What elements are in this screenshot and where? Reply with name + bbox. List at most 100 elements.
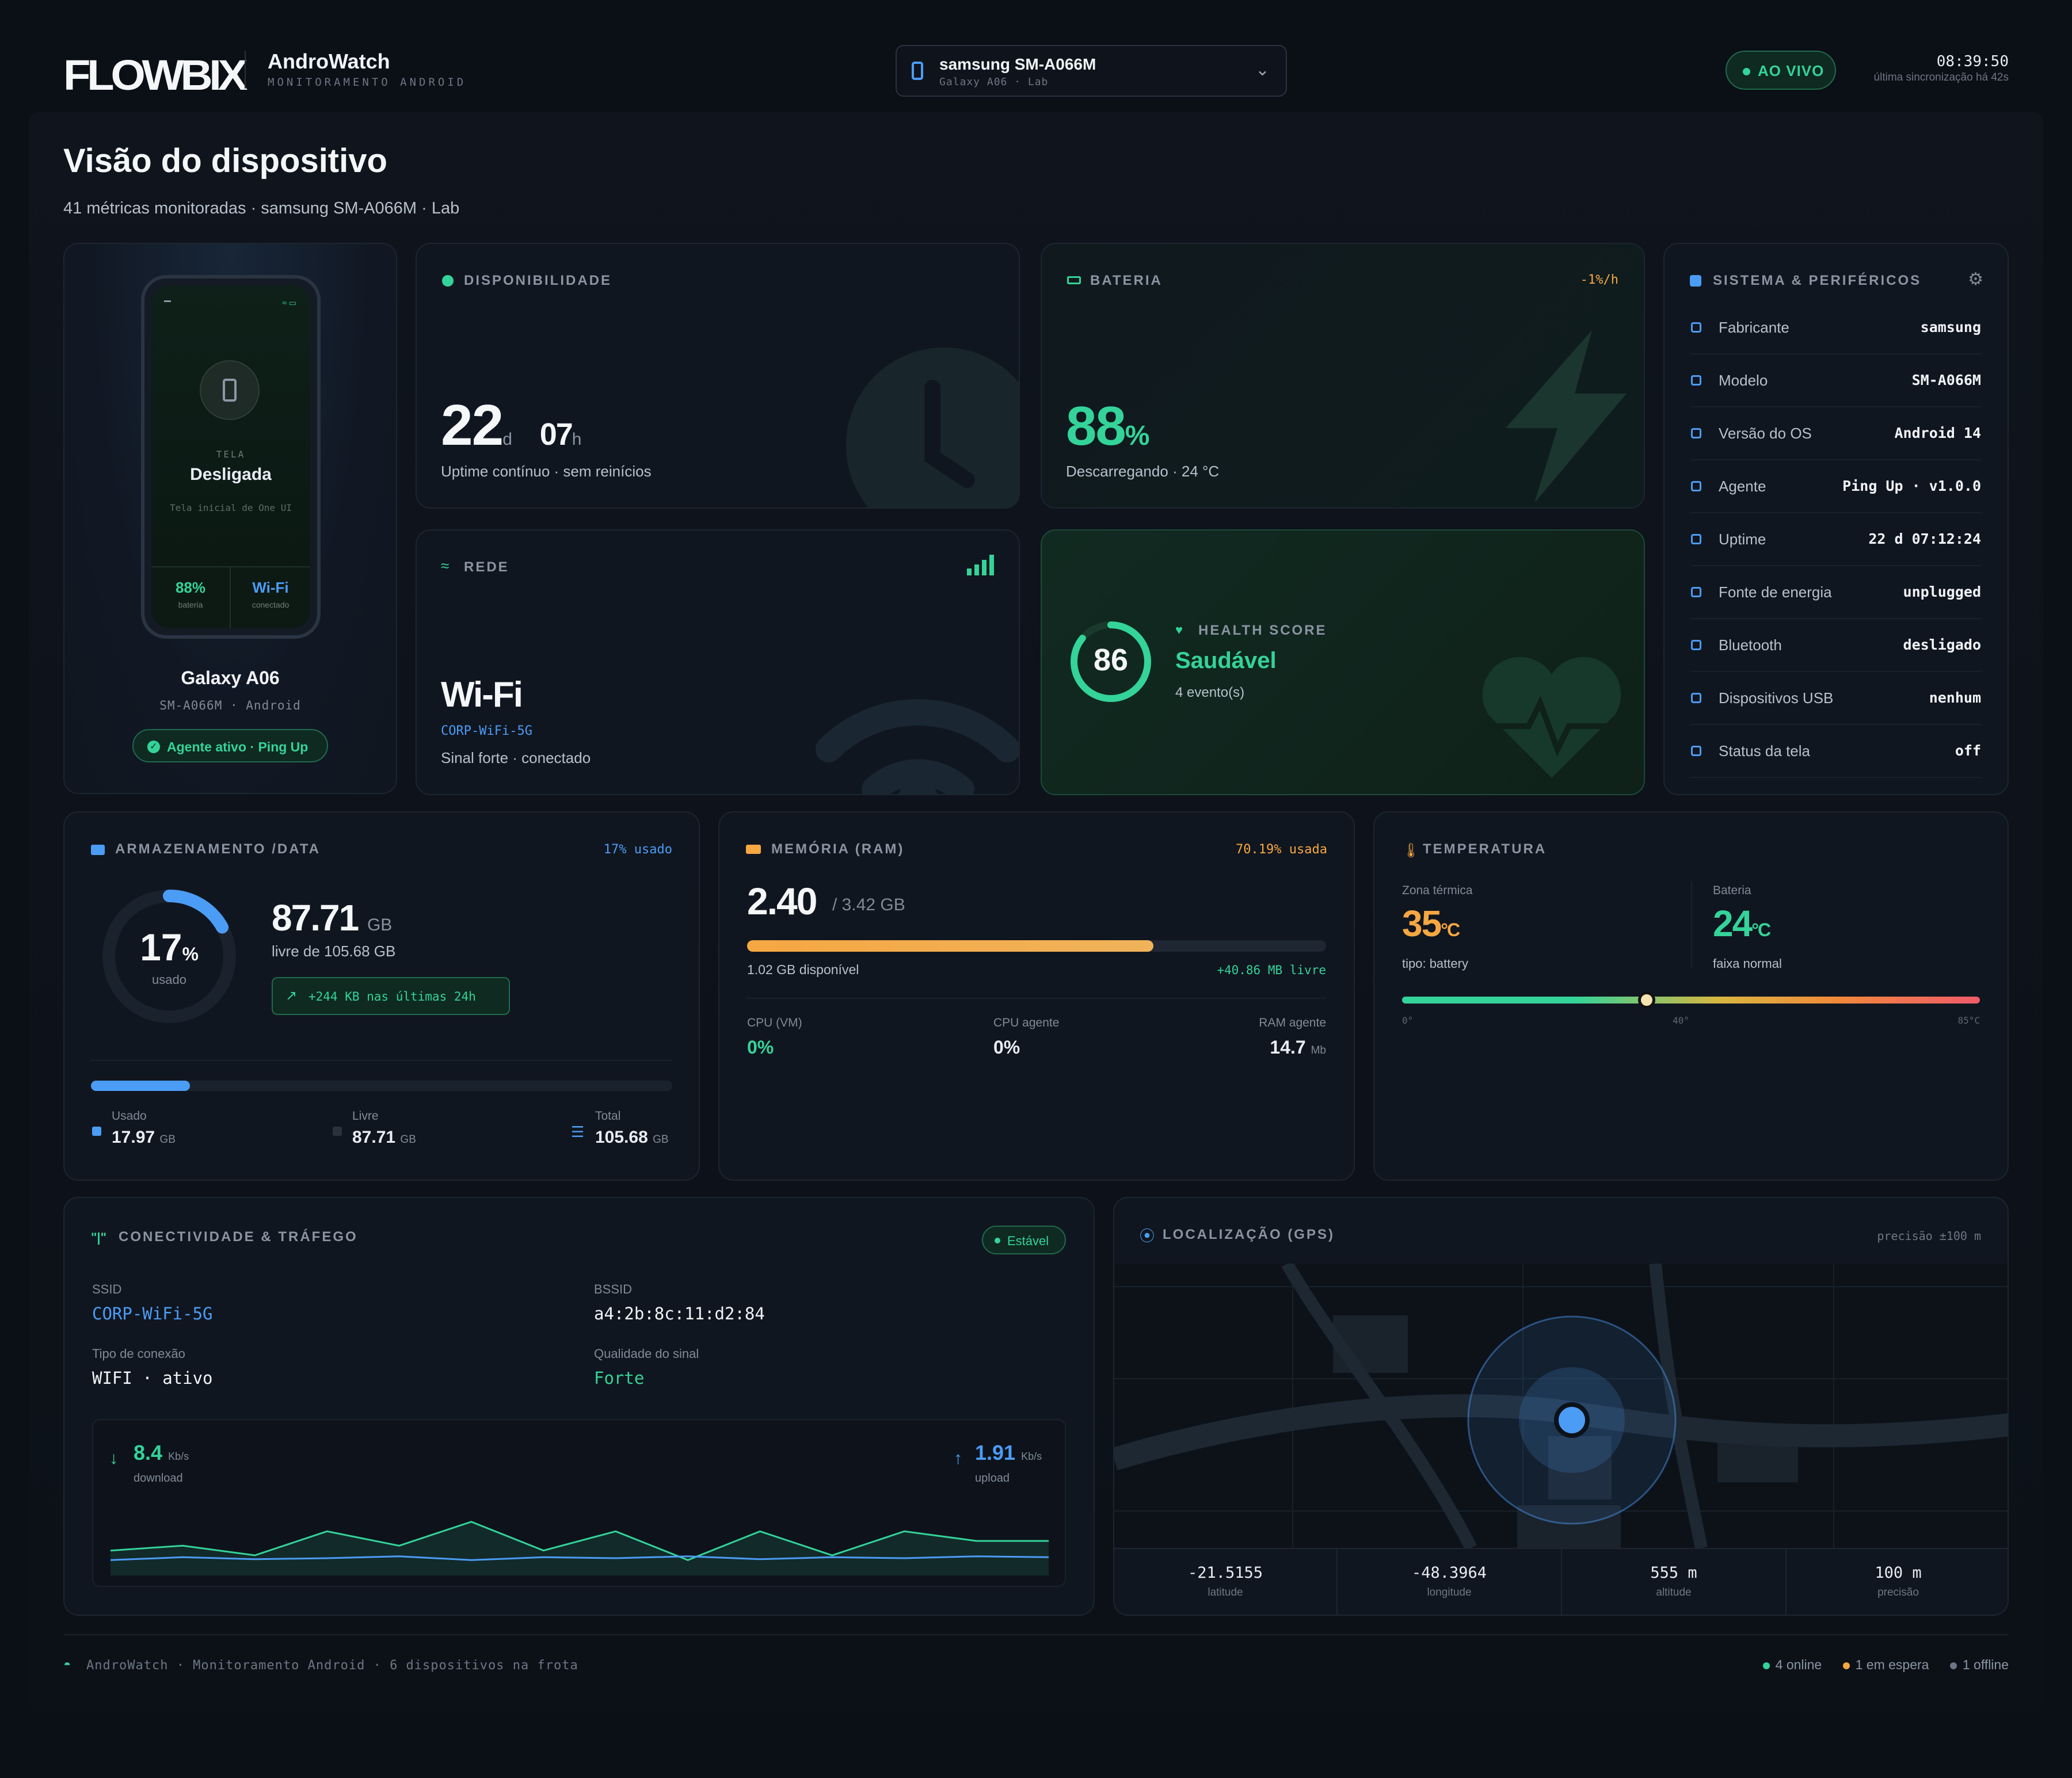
- phone-icon: [1691, 375, 1701, 386]
- system-row-value: 22 d 07:12:24: [1868, 531, 1981, 547]
- storage-delta-badge: ↗ +244 KB nas últimas 24h: [272, 977, 510, 1015]
- gps-alt-label: altitude: [1656, 1586, 1692, 1598]
- signal-bars-icon: [967, 555, 994, 575]
- gps-map[interactable]: [1114, 1264, 2009, 1548]
- android-icon: ◓: [63, 1657, 71, 1672]
- bat-temp-number: 24: [1713, 903, 1753, 944]
- storage-delta: +244 KB nas últimas 24h: [308, 990, 476, 1004]
- arrow-up-icon: ↑: [954, 1449, 962, 1468]
- free-legend-icon: [333, 1127, 342, 1136]
- cpu-agent-value: 0%: [993, 1037, 1020, 1058]
- ram-agent-number: 14.7: [1270, 1037, 1306, 1058]
- gps-alt: 555 m altitude: [1562, 1549, 1787, 1615]
- gps-lon-label: longitude: [1427, 1586, 1472, 1598]
- flowbix-logo: FLOWBIX: [63, 51, 247, 99]
- memory-used-pct: 70.19% usada: [1236, 842, 1327, 857]
- gear-icon[interactable]: ⚙: [1968, 270, 1983, 289]
- system-row-value: unplugged: [1903, 583, 1981, 600]
- system-row-value: off: [1955, 742, 1981, 759]
- memory-bar-fill: [747, 940, 1154, 952]
- clock-watermark-icon: [846, 348, 1019, 508]
- connectivity-label: CONECTIVIDADE & TRÁFEGO: [119, 1229, 358, 1245]
- uptime-days: 22: [441, 393, 504, 457]
- scale-min: 0°: [1402, 1015, 1414, 1026]
- storage-bar-fill: [91, 1081, 190, 1091]
- monitor-icon: [1691, 746, 1701, 756]
- trend-up-icon: ↗: [285, 988, 298, 1004]
- availability-sub: Uptime contínuo · sem reinícios: [441, 463, 652, 480]
- bluetooth-icon: [1691, 640, 1701, 650]
- signal-quality-value: Forte: [594, 1368, 645, 1388]
- system-row-value: samsung: [1920, 319, 1981, 335]
- system-row: Fonte de energia unplugged: [1691, 566, 1981, 619]
- storage-ring-sub: usado: [152, 972, 186, 987]
- system-row-value: Android 14: [1894, 425, 1981, 441]
- storage-free-unit: GB: [367, 915, 393, 934]
- usb-icon: [1691, 693, 1701, 703]
- network-ssid: CORP-WiFi-5G: [441, 724, 532, 738]
- network-sub: Sinal forte · conectado: [441, 749, 591, 766]
- device-selector[interactable]: samsung SM-A066M Galaxy A06 · Lab ⌄: [896, 45, 1287, 97]
- battery-icon: [1067, 276, 1081, 284]
- phone-icon: [912, 62, 923, 80]
- system-row-key: Modelo: [1719, 372, 1768, 389]
- heart-watermark-icon: [1482, 657, 1621, 778]
- database-icon: ☰: [571, 1123, 585, 1140]
- memory-bar: [747, 940, 1326, 952]
- temperature-card: 🌡 TEMPERATURA Zona térmica 35°C tipo: ba…: [1373, 811, 2009, 1181]
- battery-rate: -1%/h: [1580, 273, 1618, 287]
- network-label: REDE: [464, 559, 509, 575]
- gps-precision: precisão ±100 m: [1877, 1229, 1981, 1243]
- memory-card: MEMÓRIA (RAM) 70.19% usada 2.40 / 3.42 G…: [718, 811, 1355, 1181]
- offline-count: 1 offline: [1962, 1657, 2009, 1672]
- uptime-value: 22d 07h: [441, 392, 581, 459]
- ram-agent-unit: Mb: [1311, 1044, 1326, 1056]
- device-selector-name: samsung SM-A066M: [939, 55, 1096, 73]
- system-row-key: Bluetooth: [1719, 636, 1782, 654]
- temperature-marker: [1638, 991, 1656, 1009]
- phone-icon: [223, 379, 237, 402]
- phone-battery-value: 88%: [175, 579, 206, 596]
- health-events: 4 evento(s): [1175, 685, 1245, 700]
- cpu-agent-label: CPU agente: [993, 1016, 1060, 1029]
- zone-number: 35: [1402, 903, 1442, 944]
- storage-ring-number: 17: [140, 926, 182, 968]
- live-dot-icon: [1743, 68, 1750, 75]
- chevron-down-icon: ⌄: [1255, 60, 1270, 79]
- phone-mockup: ≈ ▭ TELA Desligada Tela inicial de One U…: [141, 275, 321, 639]
- system-row: Uptime 22 d 07:12:24: [1691, 513, 1981, 566]
- screen-desc: Tela inicial de One UI: [170, 502, 292, 513]
- system-row-value: nenhum: [1929, 689, 1981, 706]
- storage-card: ARMAZENAMENTO /DATA 17% usado 17% usado …: [63, 811, 700, 1181]
- system-row-key: Status da tela: [1719, 742, 1810, 760]
- zone-type: tipo: battery: [1402, 956, 1468, 971]
- system-row-key: Versão do OS: [1719, 425, 1812, 442]
- sync-status: última sincronização há 42s: [1873, 71, 2009, 83]
- conn-type-value: WIFI · ativo: [92, 1368, 213, 1388]
- total-label: Total: [595, 1109, 621, 1123]
- clock: 08:39:50: [1936, 53, 2009, 70]
- chip-icon: [1690, 275, 1701, 287]
- free-value: 87.71 GB: [352, 1128, 416, 1147]
- factory-icon: [1691, 322, 1701, 333]
- heart-icon: ♥: [1175, 623, 1183, 637]
- system-row: Dispositivos USB nenhum: [1691, 672, 1981, 725]
- battery-value: 88%: [1066, 395, 1149, 458]
- battery-value-number: 88: [1066, 395, 1126, 457]
- wifi-watermark-icon: [816, 699, 1019, 794]
- availability-label: DISPONIBILIDADE: [464, 273, 612, 288]
- download-value: 8.4 Kb/s: [134, 1441, 189, 1465]
- uptime-hours-unit: h: [572, 430, 582, 449]
- system-label: SISTEMA & PERIFÉRICOS: [1713, 273, 1922, 288]
- memory-delta: +40.86 MB livre: [1217, 963, 1326, 977]
- download-area: [111, 1521, 1049, 1575]
- uptime-days-unit: d: [502, 430, 512, 449]
- zone-unit: °C: [1441, 919, 1460, 940]
- check-icon: ✓: [147, 741, 160, 753]
- phone-stats: 88% bateria Wi-Fi conectado: [151, 566, 310, 628]
- storage-ring-value: 17%: [100, 925, 238, 969]
- bssid-label: BSSID: [594, 1282, 633, 1296]
- system-row: Bluetooth desligado: [1691, 619, 1981, 672]
- total-unit: GB: [653, 1134, 669, 1146]
- system-row-key: Uptime: [1719, 531, 1766, 548]
